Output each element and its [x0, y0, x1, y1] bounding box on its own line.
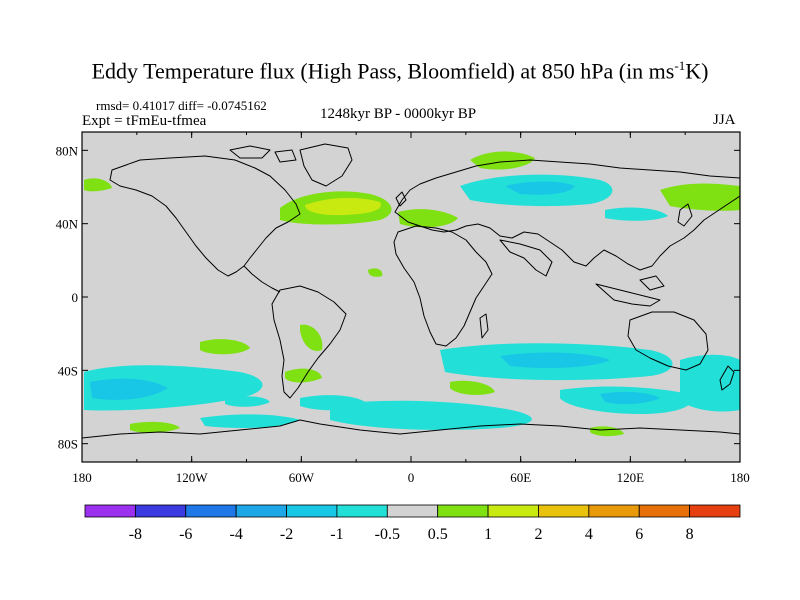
coast-se-asia — [595, 275, 665, 307]
colorbar-box — [689, 504, 741, 518]
lon-label: 60E — [510, 470, 531, 485]
neg-area-tasman — [680, 354, 740, 412]
axis-labels: 180 120W 60W 0 60E 120E 180 80N 40N 0 40S 80S — [56, 143, 750, 485]
pos-area-europe — [398, 209, 458, 228]
colorbar-label: -2 — [280, 526, 293, 543]
colorbar-label: -4 — [229, 526, 242, 543]
pos-area-south-america — [300, 324, 323, 351]
experiment-label: Expt = tFmEu-tfmea — [82, 113, 207, 129]
neg-area-atl-south — [225, 396, 270, 407]
coast-africa — [393, 225, 493, 347]
colorbar-box — [588, 504, 640, 518]
neg-area-antarctic-ring — [200, 414, 300, 428]
lat-label: 40N — [56, 217, 79, 232]
season-label: JJA — [713, 112, 736, 128]
anomaly-shading — [84, 151, 740, 437]
colorbar-label: 1 — [484, 526, 492, 543]
lon-label: 0 — [408, 470, 415, 485]
neg-area-south-ocean — [330, 400, 532, 430]
colorbar-label: 2 — [534, 526, 542, 543]
colorbar-label: 4 — [585, 526, 593, 543]
coast-madagascar — [479, 313, 489, 339]
lat-label: 80N — [56, 143, 79, 158]
colorbar-box — [185, 504, 237, 518]
lon-label: 120W — [176, 470, 209, 485]
colorbar-box — [638, 504, 691, 518]
colorbar-label: -6 — [179, 526, 192, 543]
pos-area-ross — [130, 421, 180, 433]
pos-area-alaska — [84, 178, 112, 192]
lon-label: 60W — [289, 470, 315, 485]
colorbar-label: 0.5 — [428, 526, 448, 543]
coast-central-america — [243, 265, 281, 293]
neg-area-indian-core — [500, 352, 610, 368]
pos-area-north-atlantic-core — [305, 197, 381, 216]
pos-area-south-pacific — [200, 339, 250, 355]
colorbar-box — [134, 504, 187, 518]
coast-north-america — [109, 155, 301, 277]
colorbar-box — [286, 504, 338, 518]
colorbar-box — [437, 504, 489, 518]
lon-label: 180 — [72, 470, 92, 485]
coast-south-america — [271, 285, 347, 399]
coast-eurasia — [394, 159, 740, 271]
pos-area-tropical-atl — [368, 268, 383, 277]
colorbar-label: -0.5 — [375, 526, 400, 543]
colorbar: -8 -6 -4 -2 -1 -0.5 0.5 1 2 4 6 8 — [84, 504, 741, 543]
map-panel — [81, 131, 741, 463]
colorbar-label: -1 — [330, 526, 343, 543]
lat-label: 80S — [58, 437, 78, 452]
coast-australia — [627, 311, 709, 371]
lat-label: 0 — [72, 290, 79, 305]
colorbar-label: -8 — [129, 526, 142, 543]
lon-label: 120E — [617, 470, 645, 485]
lat-label: 40S — [58, 363, 78, 378]
period-label: 1248kyr BP - 0000kyr BP — [320, 106, 477, 122]
axis-ticks — [81, 132, 741, 462]
colorbar-box — [84, 504, 136, 518]
coast-japan — [677, 203, 693, 227]
colorbar-label: 6 — [635, 526, 643, 543]
coast-antarctica — [82, 419, 740, 439]
neg-area-siberia-core — [505, 181, 575, 195]
colorbar-label: 8 — [686, 526, 694, 543]
plot-title: Eddy Temperature flux (High Pass, Bloomf… — [91, 58, 709, 84]
pos-area-patagonia — [285, 368, 322, 383]
coast-india — [499, 239, 553, 277]
coast-arctic-islands — [229, 145, 297, 163]
colorbar-box — [235, 504, 287, 518]
colorbar-box — [386, 504, 439, 518]
stats-text: rmsd= 0.41017 diff= -0.0745162 — [96, 98, 267, 113]
pos-area-arctic — [470, 151, 535, 170]
coast-uk — [395, 191, 407, 207]
coast-new-zealand — [719, 365, 735, 391]
pos-area-south-atl — [450, 380, 495, 395]
pos-area-east-asia — [660, 183, 740, 211]
colorbar-box — [336, 504, 388, 518]
neg-area-north-pacific — [605, 207, 668, 221]
colorbar-box — [538, 504, 590, 518]
lon-label: 180 — [730, 470, 750, 485]
coastlines — [82, 143, 740, 439]
colorbar-box — [487, 504, 539, 518]
coast-greenland — [299, 143, 353, 187]
neg-area-south-pacific-core — [90, 378, 168, 400]
neg-area-se-indian-core — [600, 391, 660, 405]
